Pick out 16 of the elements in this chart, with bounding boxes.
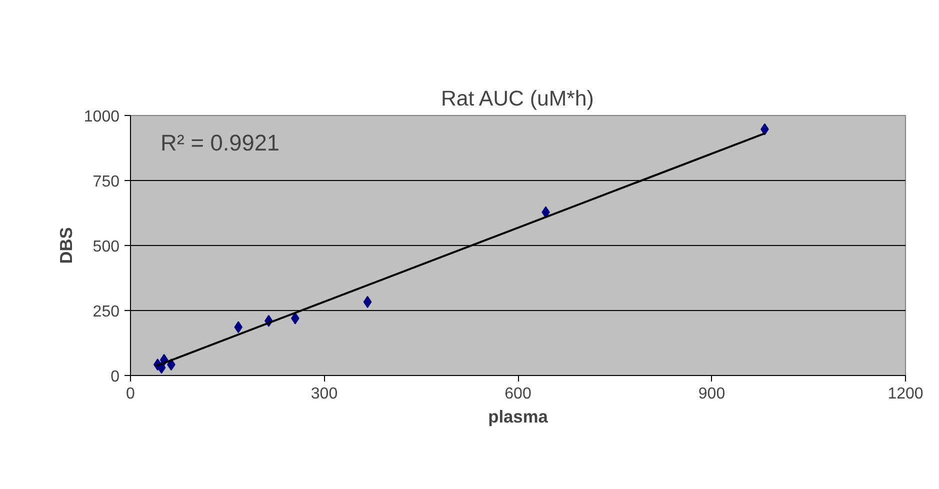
x-tick-label: 600 <box>504 386 532 402</box>
x-axis-title: plasma <box>488 406 548 426</box>
x-tick-label: 1200 <box>888 386 924 402</box>
y-tick-label: 250 <box>92 304 120 320</box>
y-axis-title: DBS <box>56 227 76 264</box>
point <box>234 321 243 334</box>
y-tick-label: 750 <box>92 174 120 190</box>
annotation: R² = 0.9921 <box>160 130 280 156</box>
y-tick-label: 0 <box>110 368 120 386</box>
x-tick-label: 300 <box>310 386 338 402</box>
point <box>363 296 372 308</box>
x-tick-label: 0 <box>126 386 136 402</box>
y-tick-label: 500 <box>92 238 120 256</box>
chart-title: Rat AUC (uM*h) <box>440 86 594 110</box>
y-tick-label: 1000 <box>84 108 120 126</box>
x-tick-label: 900 <box>698 386 726 402</box>
